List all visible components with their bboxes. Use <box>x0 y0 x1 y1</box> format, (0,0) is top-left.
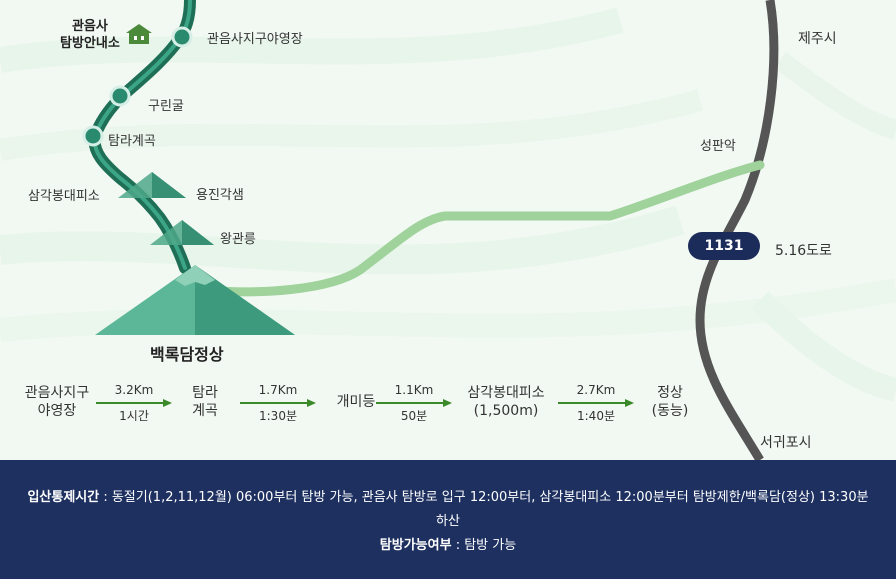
segment-time: 1시간 <box>119 409 149 423</box>
course-segment: 1.7Km 1:30분 <box>240 382 316 424</box>
control-time-title: 입산통제시간 <box>27 490 100 505</box>
segment-distance: 3.2Km <box>114 383 154 397</box>
course-stop: 삼각봉대피소 (1,500m) <box>467 385 545 419</box>
trail-map: 관음사 탐방안내소 관음사지구야영장 구린굴 탐라계곡 삼각봉대피소 용진각샘 … <box>0 0 896 460</box>
segment-time: 1:40분 <box>577 409 615 423</box>
course-timeline: 관음사지구 야영장 3.2Km 1시간 탐라 계곡 1.7Km 1:30분 개미… <box>0 378 896 438</box>
control-time-text: : 동절기(1,2,11,12월) 06:00부터 탐방 가능, 관음사 탐방로… <box>99 490 869 505</box>
waypoint-icon <box>82 125 104 147</box>
mountain-icon <box>118 172 186 198</box>
mountain-icon <box>95 265 295 335</box>
availability-title: 탐방가능여부 <box>379 538 452 553</box>
info-center-label: 관음사 탐방안내소 <box>60 18 120 52</box>
control-time-notice: 입산통제시간 : 동절기(1,2,11,12월) 06:00부터 탐방 가능, … <box>0 460 896 534</box>
wanggwan-label: 왕관릉 <box>220 232 256 247</box>
jeju-city-label: 제주시 <box>798 31 837 47</box>
map-graphics <box>82 0 779 460</box>
segment-distance: 1.1Km <box>394 383 434 397</box>
info-center-label-line1: 관음사 <box>71 19 108 34</box>
summit-label: 백록담정상 <box>150 345 224 364</box>
yongjin-hut-label: 용진각샘 <box>196 188 244 203</box>
segment-time: 50분 <box>400 409 428 423</box>
course-segment: 1.1Km 50분 <box>376 382 452 424</box>
seongpanak-trail <box>200 160 765 297</box>
samgak-shelter-label: 삼각봉대피소 <box>28 189 100 204</box>
control-time-text-cont: 하산 <box>436 514 460 529</box>
tamra-valley-label: 탐라계곡 <box>108 134 156 149</box>
arrow-icon <box>240 399 316 407</box>
route-number-badge: 1131 <box>688 232 760 260</box>
course-segment: 3.2Km 1시간 <box>96 382 172 424</box>
notice-banner: 입산통제시간 : 동절기(1,2,11,12월) 06:00부터 탐방 가능, … <box>0 460 896 579</box>
waypoint-icon <box>109 85 131 107</box>
segment-distance: 2.7Km <box>576 383 616 397</box>
waypoint-icon <box>171 26 193 48</box>
segment-time: 1:30분 <box>259 409 297 423</box>
course-stop: 탐라 계곡 <box>192 385 218 419</box>
course-stop: 관음사지구 야영장 <box>24 385 90 419</box>
arrow-icon <box>558 399 634 407</box>
house-icon <box>126 24 152 44</box>
segment-distance: 1.7Km <box>258 383 298 397</box>
seogwipo-city-label: 서귀포시 <box>760 435 812 451</box>
arrow-icon <box>96 399 172 407</box>
course-stop: 개미등 <box>336 394 376 410</box>
mountain-icon <box>150 220 214 245</box>
availability-text: : 탐방 가능 <box>451 538 517 553</box>
campsite-label: 관음사지구야영장 <box>207 32 303 47</box>
availability-notice: 탐방가능여부 : 탐방 가능 <box>0 534 896 558</box>
arrow-icon <box>376 399 452 407</box>
seongpanak-label: 성판악 <box>700 139 736 154</box>
gurin-cave-label: 구린굴 <box>148 99 184 114</box>
road-name-label: 5.16도로 <box>775 243 832 259</box>
info-center-label-line2: 탐방안내소 <box>60 36 120 51</box>
course-segment: 2.7Km 1:40분 <box>558 382 634 424</box>
course-stop: 정상 (동능) <box>651 385 689 419</box>
